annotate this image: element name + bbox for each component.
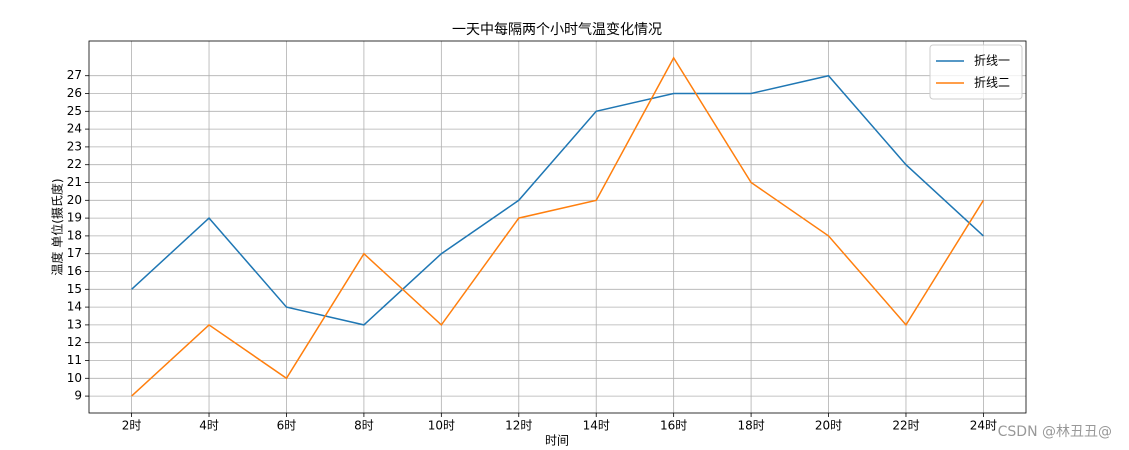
x-tick-label: 12时 bbox=[505, 419, 532, 433]
y-tick-label: 13 bbox=[67, 317, 82, 331]
y-tick-label: 24 bbox=[67, 122, 82, 136]
y-tick-label: 9 bbox=[74, 389, 82, 403]
x-tick-label: 24时 bbox=[970, 419, 997, 433]
legend-label: 折线一 bbox=[974, 53, 1010, 68]
x-axis-label: 时间 bbox=[545, 434, 569, 448]
y-tick-label: 21 bbox=[67, 175, 82, 189]
x-tick-label: 4时 bbox=[199, 419, 219, 433]
x-tick-label: 22时 bbox=[892, 419, 919, 433]
x-tick-label: 6时 bbox=[277, 419, 297, 433]
y-tick-label: 15 bbox=[67, 282, 82, 296]
y-tick-label: 14 bbox=[67, 300, 82, 314]
legend-box bbox=[929, 44, 1023, 100]
y-tick-label: 17 bbox=[67, 246, 82, 260]
x-tick-label: 2时 bbox=[122, 419, 142, 433]
y-tick-label: 27 bbox=[67, 68, 82, 82]
x-tick-label: 14时 bbox=[583, 419, 610, 433]
data-line bbox=[131, 74, 984, 326]
y-tick-label: 26 bbox=[67, 86, 82, 100]
x-tick-label: 10时 bbox=[428, 419, 455, 433]
y-tick-label: 11 bbox=[67, 353, 82, 367]
y-tick-label: 12 bbox=[67, 335, 82, 349]
y-tick-label: 10 bbox=[67, 371, 82, 385]
y-tick-label: 20 bbox=[67, 193, 82, 207]
y-axis-label: 温度 单位(摄氏度) bbox=[50, 178, 65, 275]
y-tick-label: 23 bbox=[67, 139, 82, 153]
data-line bbox=[131, 56, 985, 397]
y-tick-label: 18 bbox=[67, 228, 82, 242]
plot-frame bbox=[88, 40, 1027, 414]
watermark: CSDN @林丑丑@ bbox=[998, 424, 1112, 440]
y-tick-label: 22 bbox=[67, 157, 82, 171]
x-tick-label: 18时 bbox=[737, 419, 764, 433]
legend-label: 折线二 bbox=[974, 75, 1010, 90]
x-tick-label: 20时 bbox=[815, 419, 842, 433]
y-tick-label: 16 bbox=[67, 264, 82, 278]
y-tick-label: 25 bbox=[67, 104, 82, 118]
y-tick-label: 19 bbox=[67, 211, 82, 225]
x-tick-label: 8时 bbox=[354, 419, 374, 433]
x-tick-label: 16时 bbox=[660, 419, 687, 433]
chart-title: 一天中每隔两个小时气温变化情况 bbox=[452, 22, 662, 38]
